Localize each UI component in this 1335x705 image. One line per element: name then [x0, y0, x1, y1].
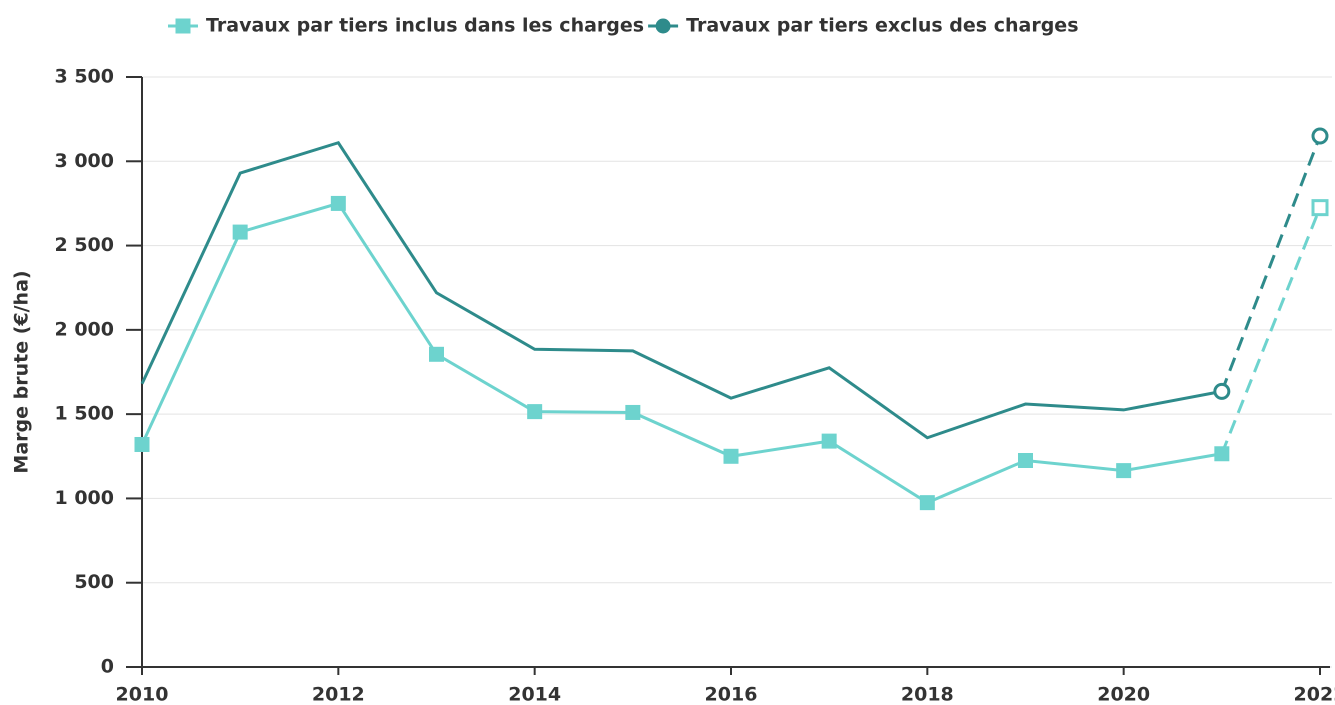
projection-line [1220, 135, 1322, 392]
data-point [919, 495, 935, 511]
y-tick-label: 0 [101, 656, 114, 678]
data-point [1214, 446, 1230, 462]
data-point [625, 404, 641, 420]
legend-marker [175, 18, 191, 34]
projection-line [1220, 207, 1322, 455]
y-tick-label: 1 000 [55, 487, 115, 509]
data-point [1213, 382, 1231, 400]
data-point [1116, 463, 1132, 479]
data-point [1311, 127, 1329, 145]
data-point [330, 195, 346, 211]
y-axis-label: Marge brute (€/ha) [11, 270, 33, 473]
data-point [1018, 453, 1033, 468]
x-tick-label: 2018 [901, 684, 954, 705]
y-tick-label: 1 500 [55, 403, 115, 425]
y-tick-label: 2 000 [55, 318, 115, 340]
y-tick-label: 2 500 [55, 234, 115, 256]
data-point [723, 448, 739, 464]
x-tick-label: 2020 [1097, 684, 1150, 705]
series-line [140, 140, 1223, 440]
data-point [134, 436, 150, 452]
x-tick-label: 2022 [1294, 684, 1335, 705]
y-tick-label: 3 500 [55, 66, 115, 88]
y-tick-label: 500 [74, 571, 114, 593]
data-point [527, 404, 543, 420]
series-line [140, 201, 1223, 505]
x-tick-label: 2014 [508, 684, 561, 705]
x-tick-label: 2016 [705, 684, 758, 705]
data-point [821, 433, 837, 449]
legend-label: Travaux par tiers exclus des charges [686, 15, 1078, 37]
y-tick-label: 3 000 [55, 150, 115, 172]
x-tick-label: 2010 [116, 684, 169, 705]
x-tick-label: 2012 [312, 684, 365, 705]
data-point [232, 224, 248, 240]
data-point [1311, 199, 1329, 217]
data-point [429, 346, 444, 362]
legend-marker [655, 18, 671, 34]
legend-label: Travaux par tiers inclus dans les charge… [206, 15, 644, 37]
